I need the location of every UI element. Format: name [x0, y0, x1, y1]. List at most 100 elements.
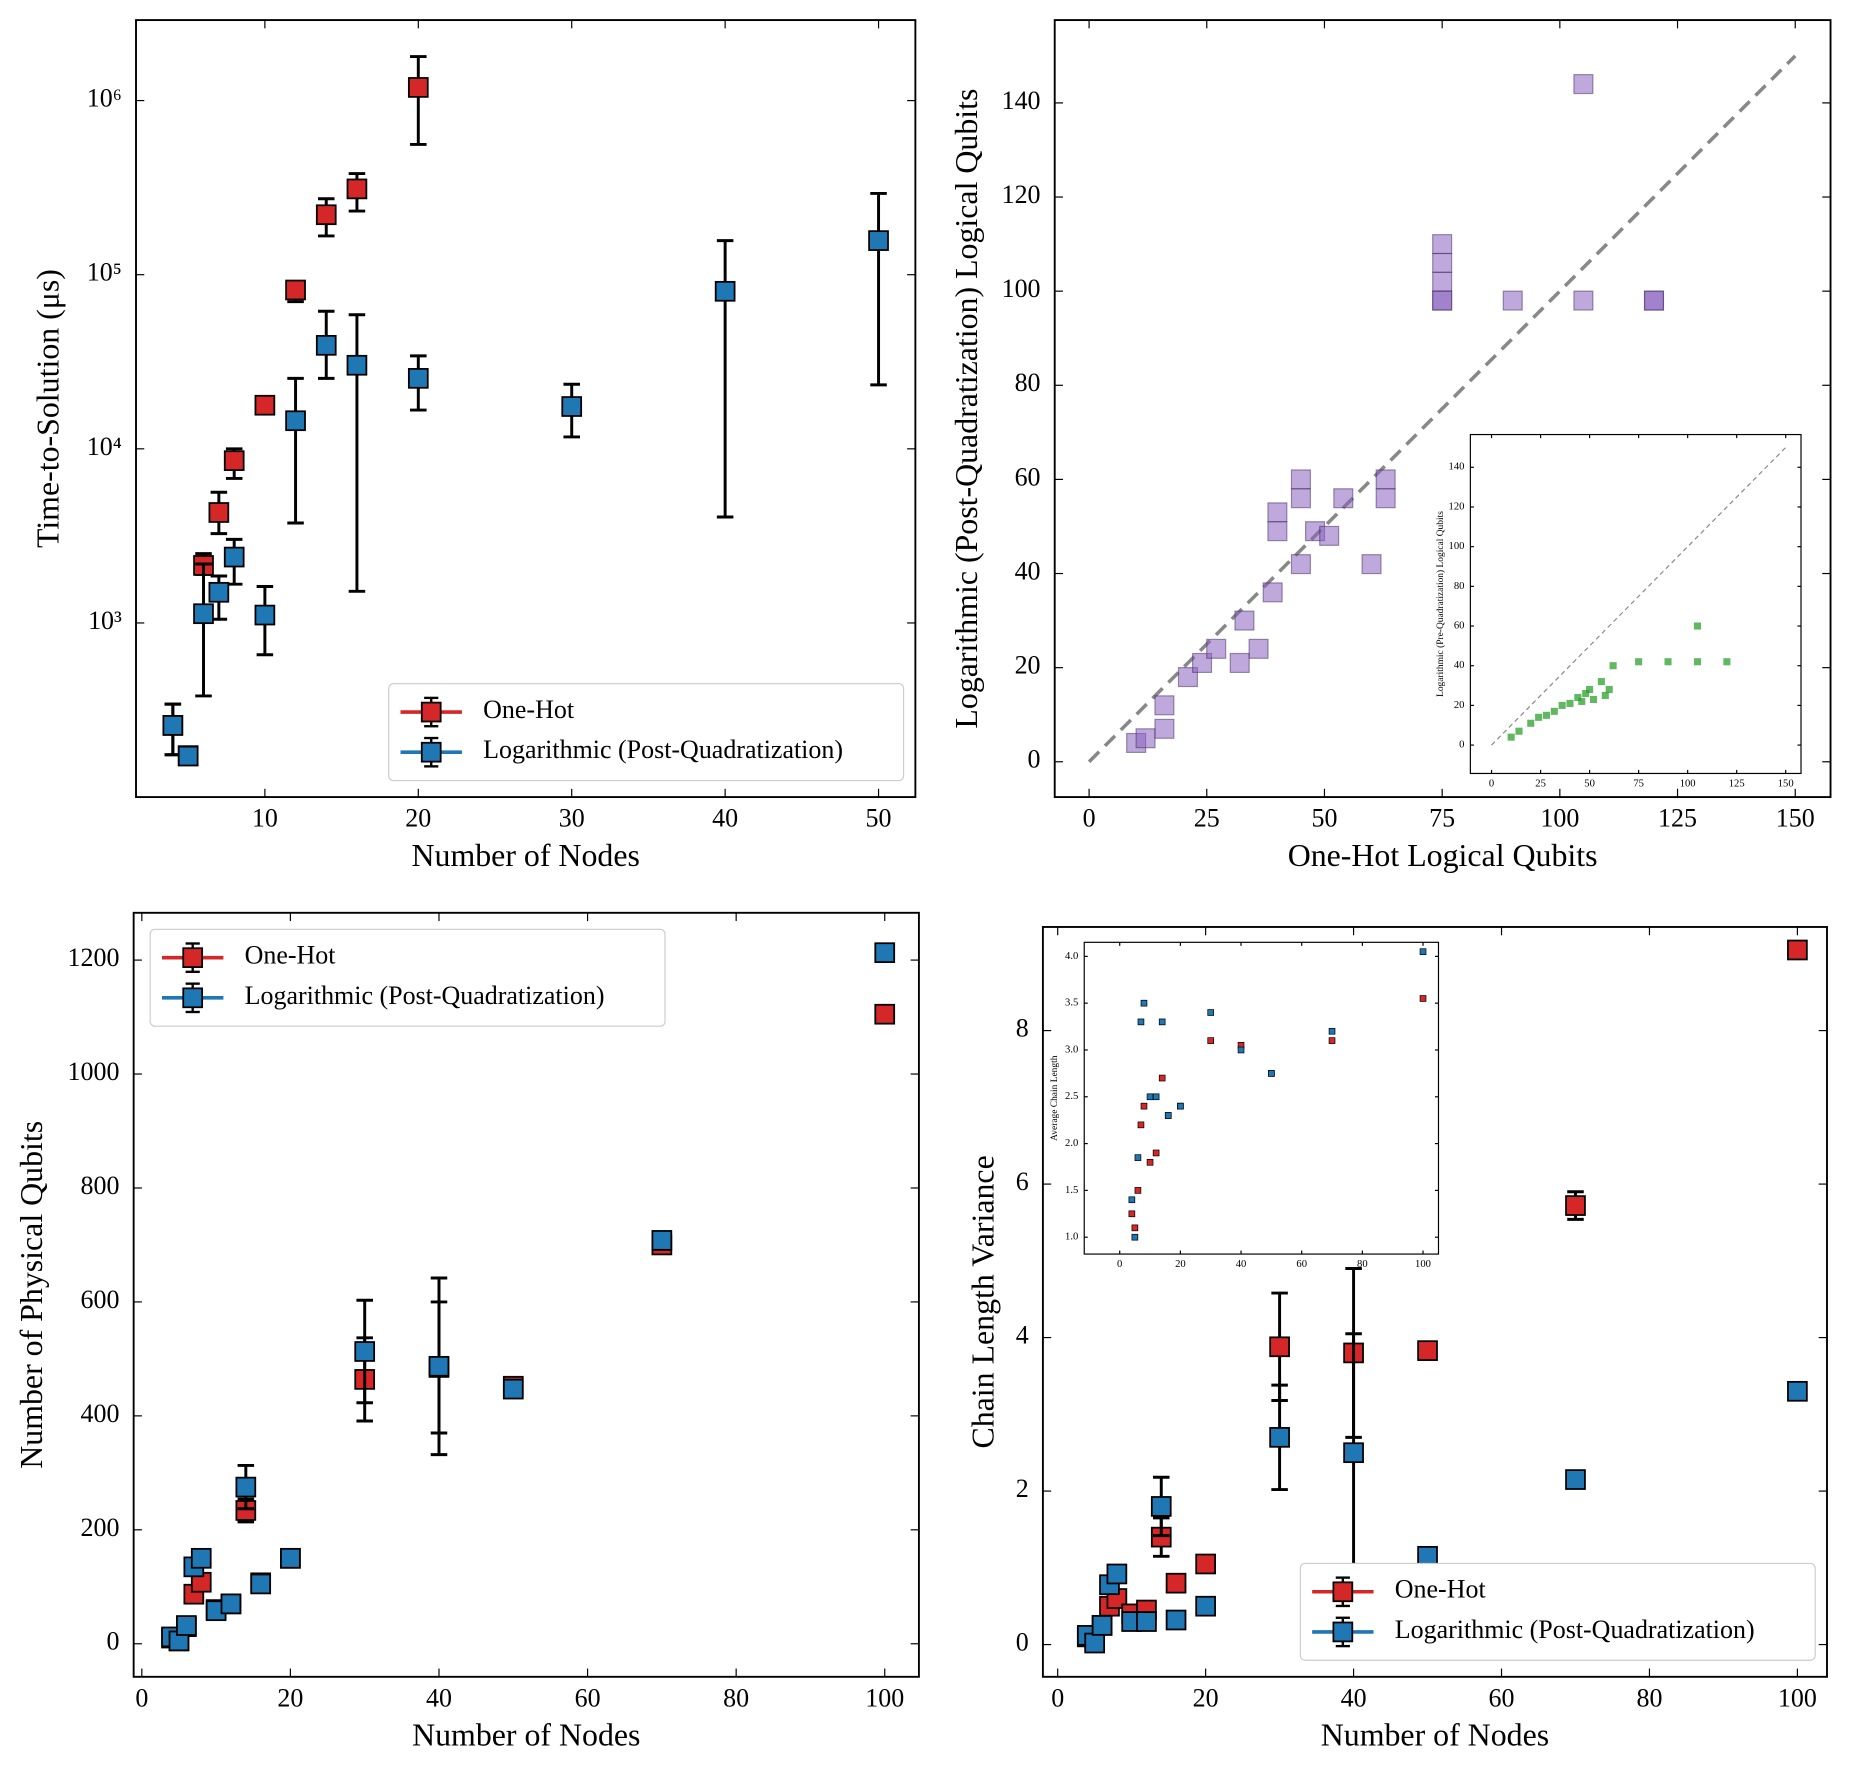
marker	[1152, 1149, 1160, 1157]
legend: One-Hot Logarithmic (Post-Quadratization)	[1299, 1562, 1816, 1661]
y-tick-label: 400	[81, 1399, 120, 1428]
point	[1267, 502, 1288, 523]
marker	[428, 1355, 450, 1377]
x-tick-label: 50	[1311, 804, 1337, 833]
marker	[1137, 1018, 1145, 1026]
legend-marker	[1332, 1581, 1354, 1603]
x-tick-label: 100	[1540, 804, 1579, 833]
point	[1432, 252, 1453, 273]
point	[1693, 658, 1702, 666]
error-bar	[410, 55, 427, 146]
x-tick-label: 20	[1193, 1683, 1219, 1712]
point	[1535, 713, 1543, 721]
x-tick-label: 150	[1776, 804, 1815, 833]
y-tick-label: 120	[1002, 180, 1041, 209]
point	[1573, 74, 1594, 95]
point	[1267, 521, 1288, 542]
point	[1723, 658, 1731, 666]
x-tick-label: 0	[1489, 779, 1494, 790]
error-bar	[870, 191, 887, 387]
point	[1432, 234, 1453, 255]
point	[1319, 525, 1340, 546]
legend-label: Logarithmic (Post-Quadratization)	[1395, 1615, 1755, 1644]
y-axis-label: Logarithmic (Pre-Quadratization) Logical…	[1435, 511, 1446, 697]
y-tick-label: 2.0	[1065, 1138, 1078, 1149]
x-tick-label: 125	[1658, 804, 1697, 833]
marker	[1565, 1195, 1586, 1216]
y-tick-label: 4.0	[1065, 951, 1078, 962]
x-tick-label: 100	[1415, 1259, 1431, 1270]
marker	[177, 745, 199, 767]
legend-label: One-Hot	[245, 941, 337, 970]
point	[1248, 638, 1269, 659]
marker	[502, 1378, 524, 1400]
marker	[1417, 1340, 1438, 1361]
y-axis-label: Chain Length Variance	[966, 1155, 1001, 1448]
marker	[407, 368, 429, 389]
y-tick-label: 600	[81, 1285, 120, 1314]
marker	[1165, 1572, 1187, 1594]
marker	[1269, 1427, 1290, 1448]
marker	[1134, 1154, 1142, 1161]
x-axis-label: Number of Nodes	[412, 1718, 640, 1753]
marker	[1195, 1553, 1216, 1575]
y-tick-label: 1.5	[1065, 1185, 1078, 1196]
marker	[1195, 1595, 1216, 1617]
y-tick-label: 1.0	[1065, 1232, 1078, 1243]
legend-frame	[149, 928, 666, 1027]
point	[1361, 554, 1382, 575]
y-tick-label: 2.5	[1065, 1091, 1078, 1102]
marker	[1419, 948, 1427, 955]
y-tick-label: 800	[81, 1171, 120, 1200]
x-axis-label: Number of Nodes	[411, 838, 639, 873]
y-tick-label: 1200	[68, 943, 120, 972]
legend: One-Hot Logarithmic (Post-Quadratization)	[149, 928, 666, 1027]
point	[1262, 582, 1283, 603]
legend-frame	[388, 683, 905, 782]
marker	[285, 279, 306, 301]
point	[1550, 707, 1558, 715]
marker	[651, 1230, 673, 1251]
y-tick-label: 20	[1454, 700, 1465, 711]
marker	[1128, 1210, 1136, 1218]
diagonal-line	[1491, 447, 1787, 746]
point	[1229, 652, 1250, 673]
y-tick-label: 140	[1002, 86, 1041, 115]
inset: 0 25 50 75 100 125 150 0 20 40 60 80 100 120 140 Logari…	[1435, 433, 1802, 790]
y-tick-label: 40	[1454, 660, 1465, 671]
x-axis-label: One-Hot Logical Qubits	[1288, 838, 1598, 873]
x-tick-label: 10	[252, 804, 278, 833]
marker	[714, 280, 736, 302]
marker	[1328, 1037, 1336, 1044]
marker	[354, 1341, 376, 1362]
x-tick-label: 20	[405, 804, 431, 833]
y-tick-label: 60	[1454, 620, 1465, 631]
marker	[1328, 1027, 1336, 1035]
point	[1502, 290, 1523, 311]
y-tick-label: 6	[1016, 1167, 1029, 1196]
x-tick-label: 50	[866, 804, 892, 833]
x-tick-label: 0	[1117, 1259, 1122, 1270]
panel: 0 20 40 60 80 100020040060080010001200Number …	[14, 911, 920, 1753]
marker	[254, 604, 276, 626]
marker	[1146, 1093, 1154, 1101]
point	[1566, 699, 1574, 707]
point	[1574, 693, 1582, 702]
point	[1586, 685, 1594, 694]
point	[1290, 488, 1311, 509]
x-tick-label: 75	[1429, 804, 1455, 833]
x-tick-label: 0	[1083, 804, 1096, 833]
legend-marker	[420, 741, 442, 763]
y-tick-label: 100	[1449, 541, 1465, 552]
marker	[1787, 939, 1808, 961]
x-tick-label: 20	[277, 1683, 303, 1712]
legend-label: One-Hot	[483, 695, 575, 724]
marker	[1106, 1563, 1128, 1585]
y-tick-label: 20	[1015, 651, 1041, 680]
y-tick-label: 0	[106, 1627, 119, 1656]
marker	[1136, 1611, 1157, 1632]
point	[1333, 488, 1354, 509]
point	[1609, 662, 1617, 670]
point	[1527, 719, 1535, 727]
plot-frame	[1469, 433, 1802, 775]
